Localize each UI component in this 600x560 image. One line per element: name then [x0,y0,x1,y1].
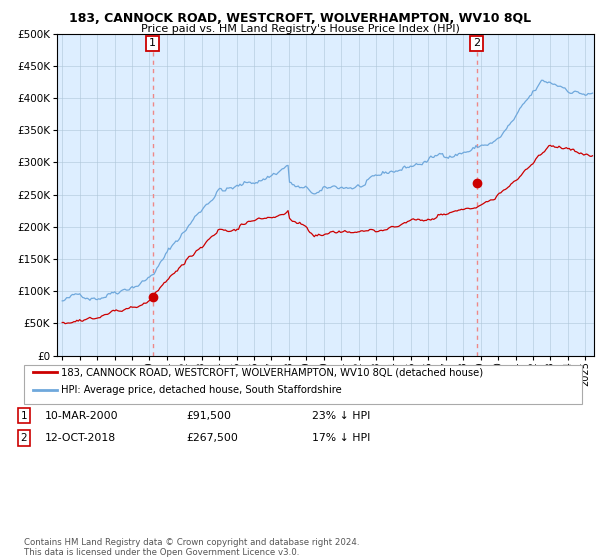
Text: 23% ↓ HPI: 23% ↓ HPI [312,410,370,421]
Text: 183, CANNOCK ROAD, WESTCROFT, WOLVERHAMPTON, WV10 8QL (detached house): 183, CANNOCK ROAD, WESTCROFT, WOLVERHAMP… [61,367,484,377]
Text: 12-OCT-2018: 12-OCT-2018 [45,433,116,443]
Text: £91,500: £91,500 [186,410,231,421]
Text: 10-MAR-2000: 10-MAR-2000 [45,410,119,421]
Text: Contains HM Land Registry data © Crown copyright and database right 2024.
This d: Contains HM Land Registry data © Crown c… [24,538,359,557]
Text: 2: 2 [20,433,28,443]
Text: 183, CANNOCK ROAD, WESTCROFT, WOLVERHAMPTON, WV10 8QL: 183, CANNOCK ROAD, WESTCROFT, WOLVERHAMP… [69,12,531,25]
Text: 17% ↓ HPI: 17% ↓ HPI [312,433,370,443]
Text: 2: 2 [473,39,481,48]
Text: £267,500: £267,500 [186,433,238,443]
Text: 1: 1 [149,39,156,48]
Text: Price paid vs. HM Land Registry's House Price Index (HPI): Price paid vs. HM Land Registry's House … [140,24,460,34]
Text: 1: 1 [20,410,28,421]
Text: HPI: Average price, detached house, South Staffordshire: HPI: Average price, detached house, Sout… [61,385,342,395]
